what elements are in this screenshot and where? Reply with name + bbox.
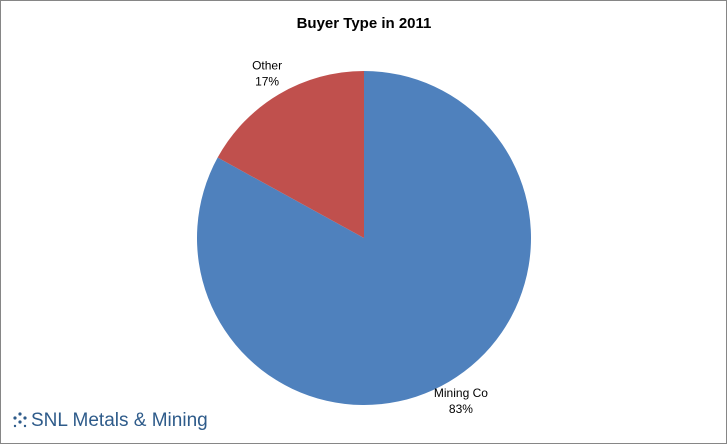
data-label-name: Other	[252, 58, 282, 72]
pie-slice	[217, 71, 364, 238]
logo-icon	[13, 412, 27, 428]
data-label-value: 17%	[255, 74, 279, 88]
data-label-name: Mining Co	[434, 386, 488, 400]
logo-text: SNL Metals & Mining	[31, 410, 208, 431]
data-label-value: 83%	[449, 402, 473, 416]
chart-title: Buyer Type in 2011	[297, 15, 432, 32]
